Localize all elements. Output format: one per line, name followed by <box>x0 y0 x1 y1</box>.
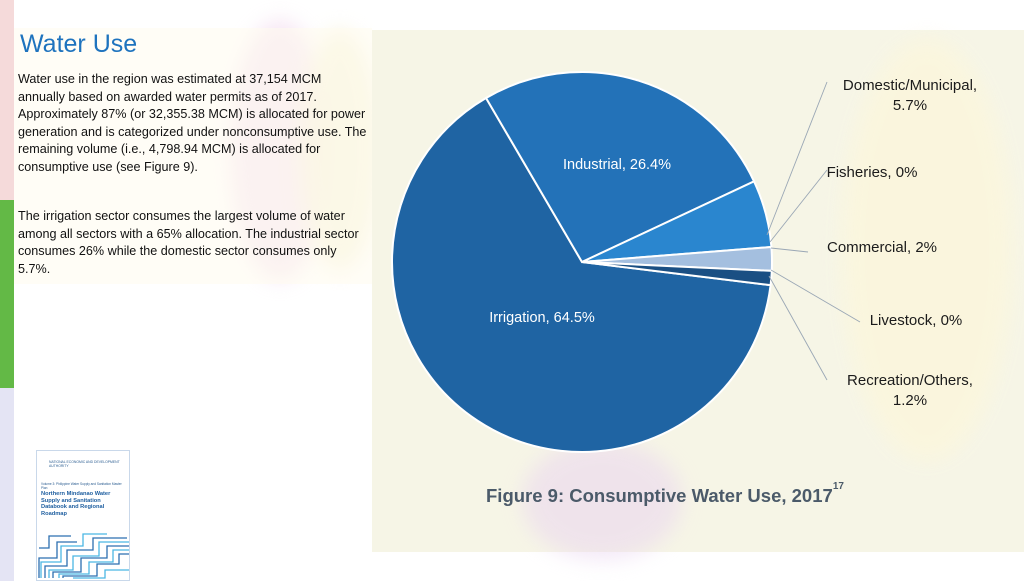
figure-footnote: 17 <box>832 481 844 492</box>
thumbnail-header: NATIONAL ECONOMIC AND DEVELOPMENT AUTHOR… <box>49 460 120 468</box>
pie-label-outside: Commercial, 2% <box>827 239 937 256</box>
thumbnail-series: Volume 3: Philippine Water Supply and Sa… <box>41 482 122 490</box>
background-blob <box>522 440 682 560</box>
left-accent-strip-pink <box>0 0 14 200</box>
leader-line <box>769 169 828 243</box>
leader-line <box>770 247 809 253</box>
document-thumbnail[interactable]: NATIONAL ECONOMIC AND DEVELOPMENT AUTHOR… <box>36 450 130 581</box>
pie-label-inside: Industrial, 26.4% <box>563 157 671 173</box>
left-accent-strip-lilac <box>0 388 14 581</box>
thumbnail-title: Northern Mindanao Water Supply and Sanit… <box>41 491 111 518</box>
pie-label-outside: 1.2% <box>893 392 927 409</box>
background-blob <box>842 40 1012 460</box>
chart-panel: Irrigation, 64.5% Industrial, 26.4% Domest… <box>372 30 1024 560</box>
pie-label-outside: Livestock, 0% <box>870 312 963 329</box>
pie-slice-industrial <box>484 71 756 264</box>
pie-label-outside: Domestic/Municipal, <box>843 77 977 94</box>
leader-line <box>766 81 828 236</box>
leader-line <box>768 275 828 381</box>
paragraph-water-use: Water use in the region was estimated at… <box>18 72 367 174</box>
pie-label-outside: 5.7% <box>893 97 927 114</box>
leader-line <box>770 269 861 323</box>
paragraph-sector-allocation: The irrigation sector consumes the large… <box>18 209 359 276</box>
pie-label-inside: Irrigation, 64.5% <box>489 310 595 326</box>
figure-caption: Figure 9: Consumptive Water Use, 201717 <box>486 481 844 507</box>
pie-label-outside: Fisheries, 0% <box>827 164 918 181</box>
pie-label-outside: Recreation/Others, <box>847 372 973 389</box>
figure-caption-text: Figure 9: Consumptive Water Use, 2017 <box>486 485 833 506</box>
text-panel <box>14 28 372 284</box>
pipe-pattern-graphic <box>38 533 129 579</box>
left-accent-strip-green <box>0 200 14 388</box>
pie-chart: Irrigation, 64.5% Industrial, 26.4% Domest… <box>391 71 977 453</box>
pie-slice-irrigation <box>391 96 772 453</box>
section-heading: Water Use <box>20 30 138 58</box>
